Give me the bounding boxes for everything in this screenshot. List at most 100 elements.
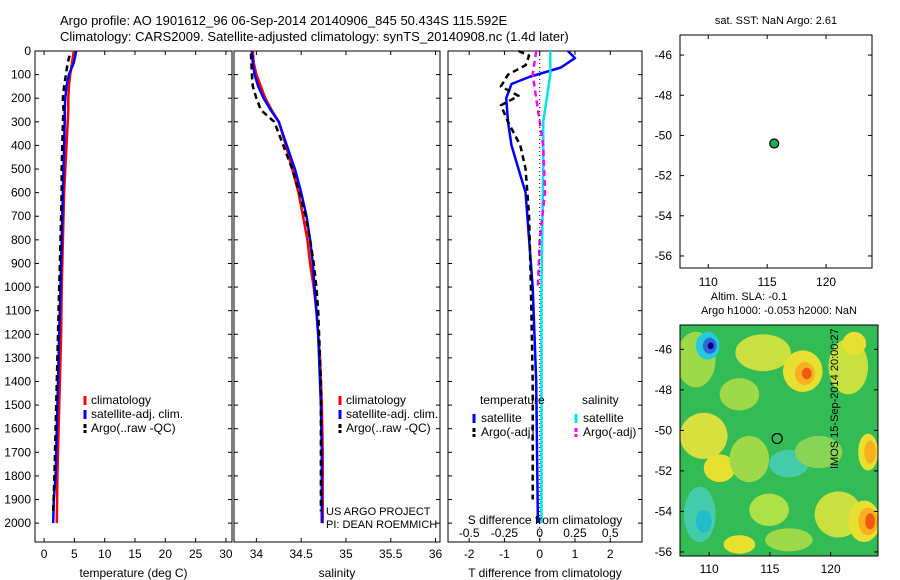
legend-title-temperature: temperature [480, 393, 545, 407]
x-tick-label: 34 [250, 547, 264, 561]
lat-tick-label: -52 [655, 169, 673, 183]
x-tick-label: 35 [339, 547, 353, 561]
x-tick-label: -2 [464, 547, 475, 561]
credit-line2: PI: DEAN ROEMMICH [326, 519, 438, 531]
depth-tick-label: 900 [11, 256, 31, 270]
legend-label: Argo(-adj) [583, 425, 636, 439]
salinity-diff-tick-label: 0 [536, 526, 543, 540]
timestamp-label: IMOS 15-Sep-2014 20:00:27 [829, 328, 841, 469]
sla-anomaly-blob [703, 454, 736, 483]
x-tick-label: 35.5 [379, 547, 403, 561]
sla-anomaly-blob [749, 493, 789, 526]
depth-tick-label: 1200 [4, 327, 31, 341]
depth-tick-label: 700 [11, 209, 31, 223]
lat-tick-label: -52 [655, 464, 673, 478]
x-tick-label: 0 [536, 547, 543, 561]
sla-anomaly-blob [865, 513, 876, 530]
salinity-diff-tick-label: 0.25 [563, 526, 587, 540]
salinity-diff-tick-label: 0.5 [602, 526, 619, 540]
legend-label: Argo(-adj) [481, 425, 534, 439]
depth-tick-label: 1600 [4, 422, 31, 436]
salinity-diff-tick-label: -0.5 [459, 526, 480, 540]
depth-tick-label: 500 [11, 162, 31, 176]
depth-tick-label: 1900 [4, 493, 31, 507]
salinity-series-line [251, 50, 324, 524]
salinity-plot-frame [233, 50, 441, 543]
lat-tick-label: -50 [655, 423, 673, 437]
salinity-xlabel: salinity [319, 566, 356, 580]
depth-tick-label: 1000 [4, 280, 31, 294]
difference-xlabel: T difference from climatology [468, 566, 622, 580]
sla-anomaly-blob [801, 367, 812, 380]
lon-tick-label: 115 [760, 562, 779, 576]
depth-tick-label: 100 [11, 68, 31, 82]
temperature-series-line [51, 55, 71, 512]
argo-position-marker [769, 138, 780, 149]
difference-series-line [499, 49, 534, 500]
temperature-series-line [51, 50, 78, 524]
depth-tick-label: 1100 [5, 304, 31, 318]
sla-anomaly-blob [723, 535, 756, 554]
depth-tick-label: 1800 [4, 469, 31, 483]
legend-label: satellite [583, 411, 624, 425]
lat-tick-label: -56 [655, 545, 673, 559]
lat-tick-label: -54 [655, 504, 673, 518]
depth-tick-label: 1400 [4, 374, 31, 388]
lon-tick-label: 115 [758, 275, 777, 289]
x-tick-label: 36 [429, 547, 443, 561]
lat-tick-label: -56 [655, 249, 673, 263]
plot-title-line2: Climatology: CARS2009. Satellite-adjuste… [60, 29, 569, 44]
sla-anomaly-blob [729, 435, 770, 483]
lat-tick-label: -50 [655, 128, 673, 142]
temperature-xlabel: temperature (deg C) [79, 566, 187, 580]
sla-anomaly-blob [842, 331, 867, 356]
argo-position-marker [771, 432, 783, 445]
salinity-series-line [250, 50, 324, 524]
lon-tick-label: 120 [816, 275, 836, 289]
sla-anomaly-blob [765, 528, 813, 552]
lat-tick-label: -46 [655, 342, 673, 356]
x-tick-label: 0 [41, 547, 48, 561]
x-tick-label: 34.5 [289, 547, 313, 561]
difference-top-xlabel: S difference from climatology [468, 513, 623, 527]
depth-tick-label: 200 [11, 91, 31, 105]
x-tick-label: 1 [572, 547, 579, 561]
lat-tick-label: -54 [655, 209, 673, 223]
legend-label: satellite-adj. clim. [346, 407, 438, 421]
depth-tick-label: 1300 [4, 351, 31, 365]
x-tick-label: 30 [219, 547, 233, 561]
x-tick-label: 25 [189, 547, 203, 561]
plot-title-line1: Argo profile: AO 1901612_96 06-Sep-2014 … [60, 13, 508, 28]
x-tick-label: 5 [71, 547, 78, 561]
sla-map-frame [679, 324, 879, 557]
x-tick-label: 15 [128, 547, 142, 561]
lon-tick-label: 120 [821, 562, 841, 576]
depth-tick-label: 400 [11, 138, 31, 152]
sla-title-line1: Altim. SLA: -0.1 [711, 291, 787, 303]
sla-anomaly-blob [719, 378, 760, 411]
difference-series-line [531, 50, 547, 288]
salinity-diff-tick-label: -0.25 [491, 526, 519, 540]
depth-tick-label: 2000 [4, 516, 31, 530]
legend-label: climatology [91, 393, 151, 407]
legend-label: Argo(..raw -QC) [91, 421, 176, 435]
legend-label: Argo(..raw -QC) [346, 421, 431, 435]
sst-map-title: sat. SST: NaN Argo: 2.61 [715, 15, 837, 27]
depth-tick-label: 600 [11, 186, 31, 200]
sla-field-blobs [680, 331, 878, 554]
depth-tick-label: 1700 [4, 445, 31, 459]
difference-plot-frame [447, 50, 643, 543]
lat-tick-label: -48 [655, 383, 673, 397]
credit-line1: US ARGO PROJECT [326, 506, 431, 518]
legend-title-salinity: salinity [582, 393, 619, 407]
lat-tick-label: -48 [655, 88, 673, 102]
sla-anomaly-blob [794, 435, 843, 469]
x-tick-label: 2 [607, 547, 614, 561]
depth-tick-label: 800 [11, 233, 31, 247]
lat-tick-label: -46 [655, 48, 673, 62]
x-tick-label: 10 [98, 547, 112, 561]
lon-tick-label: 110 [700, 562, 719, 576]
legend-label: climatology [346, 393, 406, 407]
difference-series-line [540, 51, 552, 524]
